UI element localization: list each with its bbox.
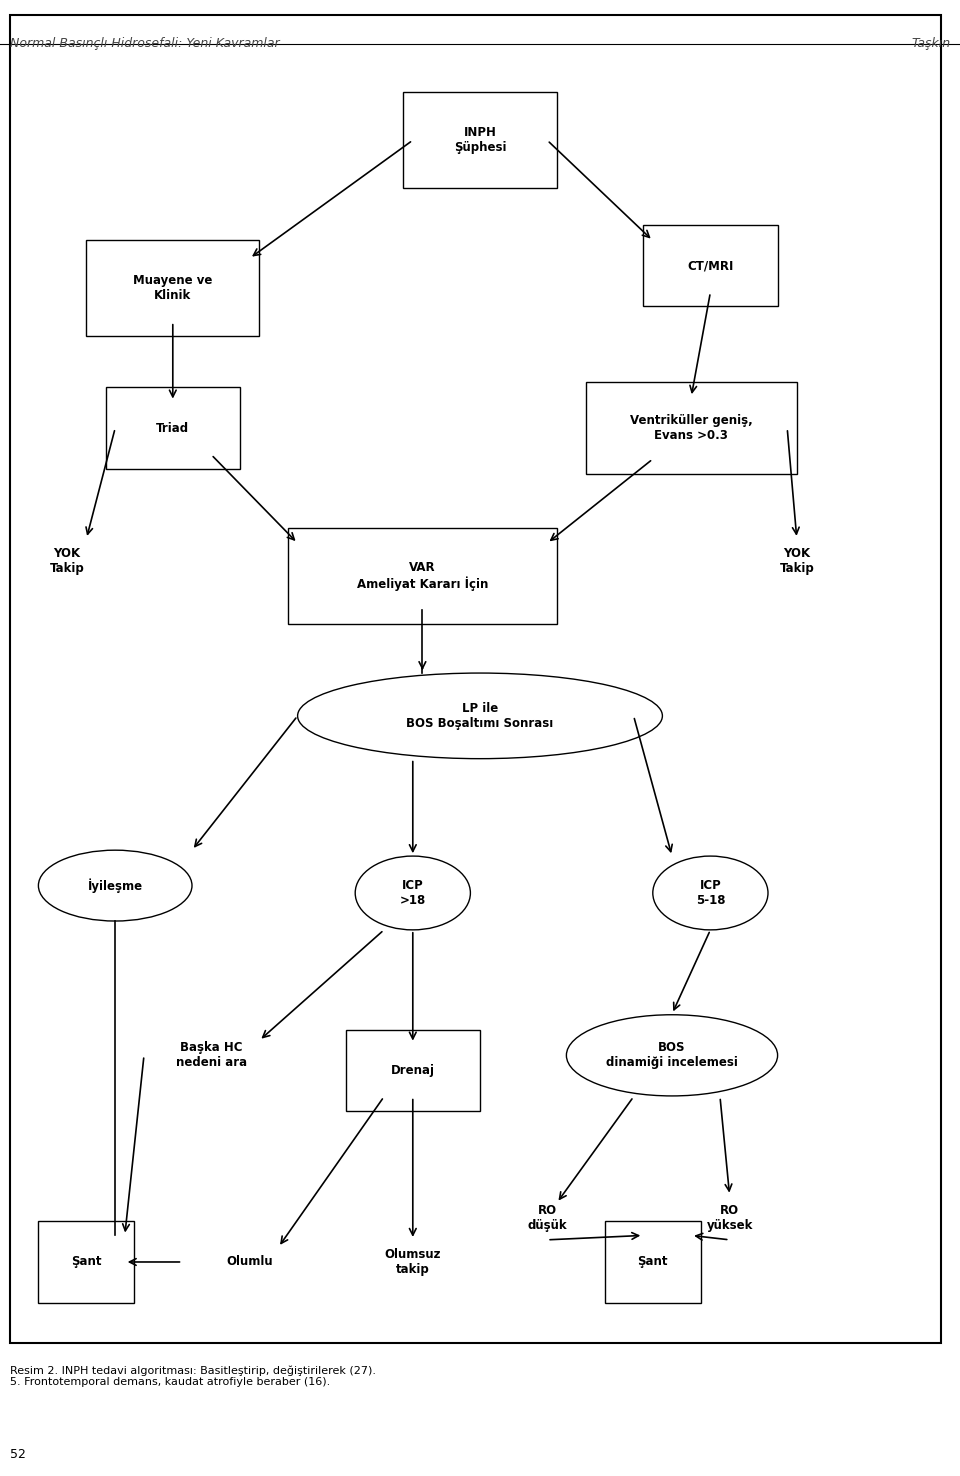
Ellipse shape — [38, 850, 192, 921]
Text: ICP
>18: ICP >18 — [399, 880, 426, 906]
Text: LP ile
BOS Boşaltımı Sonrası: LP ile BOS Boşaltımı Sonrası — [406, 703, 554, 729]
FancyBboxPatch shape — [643, 226, 778, 307]
Text: 52: 52 — [10, 1448, 26, 1461]
Ellipse shape — [355, 856, 470, 930]
Text: Şant: Şant — [637, 1256, 668, 1268]
Text: RO
yüksek: RO yüksek — [707, 1204, 753, 1231]
Text: VAR
Ameliyat Kararı İçin: VAR Ameliyat Kararı İçin — [357, 561, 488, 590]
Text: Muayene ve
Klinik: Muayene ve Klinik — [133, 275, 212, 301]
Text: Ventriküller geniş,
Evans >0.3: Ventriküller geniş, Evans >0.3 — [630, 415, 753, 441]
FancyBboxPatch shape — [346, 1030, 480, 1111]
Text: INPH
Şüphesi: INPH Şüphesi — [454, 127, 506, 154]
FancyBboxPatch shape — [586, 382, 797, 474]
Text: YOK
Takip: YOK Takip — [780, 548, 814, 574]
Text: İyileşme: İyileşme — [87, 878, 143, 893]
Text: Drenaj: Drenaj — [391, 1064, 435, 1076]
Text: RO
düşük: RO düşük — [527, 1204, 567, 1231]
Text: Triad: Triad — [156, 422, 189, 434]
Text: Başka HC
nedeni ara: Başka HC nedeni ara — [176, 1042, 247, 1069]
FancyBboxPatch shape — [86, 239, 259, 335]
Text: Şant: Şant — [71, 1256, 102, 1268]
FancyBboxPatch shape — [288, 528, 557, 624]
Text: Taşkın: Taşkın — [911, 37, 950, 50]
Text: Olumlu: Olumlu — [227, 1256, 273, 1268]
Text: BOS
dinamiği incelemesi: BOS dinamiği incelemesi — [606, 1042, 738, 1069]
FancyBboxPatch shape — [106, 388, 240, 469]
FancyBboxPatch shape — [38, 1222, 134, 1303]
Text: Olumsuz
takip: Olumsuz takip — [385, 1249, 441, 1275]
Text: ICP
5-18: ICP 5-18 — [696, 880, 725, 906]
Ellipse shape — [566, 1015, 778, 1095]
Ellipse shape — [653, 856, 768, 930]
FancyBboxPatch shape — [605, 1222, 701, 1303]
Text: CT/MRI: CT/MRI — [687, 260, 733, 272]
Text: Normal Basınçlı Hidrosefali: Yeni Kavramlar: Normal Basınçlı Hidrosefali: Yeni Kavram… — [10, 37, 279, 50]
Text: YOK
Takip: YOK Takip — [50, 548, 84, 574]
Ellipse shape — [298, 673, 662, 759]
FancyBboxPatch shape — [403, 93, 557, 189]
Text: Resim 2. INPH tedavi algoritması: Basitleştirip, değiştirilerek (27).
5. Frontot: Resim 2. INPH tedavi algoritması: Basitl… — [10, 1365, 375, 1387]
